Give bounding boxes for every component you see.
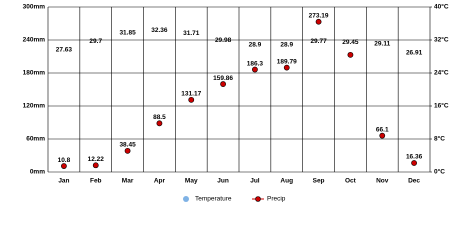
data-label: 38.45 (119, 142, 136, 149)
y2-tick-label: 32°C (434, 36, 449, 44)
legend-marker (183, 196, 189, 202)
x-tick-label: Feb (90, 178, 102, 185)
precip-point (156, 120, 163, 127)
data-label: 29.77 (310, 38, 327, 45)
x-tick-label: Jan (58, 178, 69, 185)
data-label: 189.79 (277, 58, 297, 65)
data-label: 27.63 (56, 47, 73, 54)
y-tick-label: 300mm (23, 4, 46, 11)
precip-point (379, 132, 386, 139)
data-label: 66.1 (376, 126, 389, 133)
data-label: 31.71 (183, 30, 200, 37)
y2-tick-label: 24°C (434, 69, 449, 77)
legend-marker (255, 196, 261, 202)
temperature-point (94, 47, 98, 51)
data-label: 12.22 (88, 156, 105, 163)
precip-point (283, 64, 290, 71)
precip-point (92, 162, 99, 169)
x-tick-label: Dec (408, 178, 420, 185)
temperature-point (62, 56, 66, 60)
precip-point (220, 81, 226, 87)
precip-point (315, 18, 322, 25)
data-label: 186.3 (247, 60, 264, 67)
y-tick-label: 60mm (26, 136, 45, 143)
data-label: 159.86 (213, 75, 233, 82)
temperature-point (157, 37, 161, 41)
x-tick-label: Sep (313, 178, 325, 185)
y-tick-label: 120mm (23, 103, 46, 110)
legend-label: Precip (267, 196, 286, 203)
x-tick-label: Jul (250, 178, 260, 185)
precip-point (252, 66, 258, 73)
data-label: 29.45 (342, 39, 359, 46)
temperature-point (317, 47, 321, 51)
temperature-point (221, 46, 225, 50)
page: {"chart_data":{"type":"line", "categorie… (22, 2, 449, 203)
legend-label: Temperature (195, 196, 232, 203)
x-tick-label: Aug (280, 178, 293, 185)
data-label: 31.85 (119, 29, 136, 36)
data-label: 29.7 (89, 38, 102, 45)
temperature-point (380, 50, 384, 54)
data-label: 28.9 (280, 42, 293, 49)
temperature-point (126, 39, 130, 43)
data-label: 131.17 (181, 91, 201, 98)
x-tick-label: Mar (122, 178, 134, 185)
y-tick-label: 240mm (23, 37, 46, 44)
temperature-point (189, 39, 193, 43)
temperature-point (412, 59, 416, 63)
data-label: 10.8 (58, 157, 71, 164)
data-label: 273.19 (309, 12, 329, 19)
data-label: 26.91 (406, 50, 423, 57)
precip-point (61, 163, 67, 169)
x-tick-label: Apr (154, 178, 166, 185)
y2-tick-label: 8°C (434, 135, 445, 143)
temperature-point (253, 51, 257, 55)
x-tick-label: Oct (345, 178, 357, 185)
data-label: 88.5 (153, 114, 166, 121)
y2-tick-label: 16°C (434, 102, 449, 110)
precip-point (188, 96, 195, 103)
x-tick-label: Nov (376, 178, 389, 185)
data-label: 16.36 (406, 154, 423, 161)
chart: 0mm 60mm 120mm 180mm 240mm 300mm 0°C 8°C 16°C 24°… (23, 3, 449, 203)
y-tick-label: 180mm (23, 70, 46, 77)
x-tick-label: May (185, 178, 198, 185)
data-label: 28.9 (249, 42, 262, 49)
data-label: 32.36 (151, 27, 168, 34)
precip-point (347, 51, 354, 58)
y2-tick-label: 0°C (434, 168, 445, 176)
y2-tick-label: 40°C (434, 3, 449, 11)
temperature-point (285, 51, 289, 55)
precip-point (124, 147, 131, 154)
x-tick-label: Jun (217, 178, 229, 185)
y-tick-label: 0mm (30, 169, 45, 176)
temperature-point (348, 49, 352, 53)
precip-point (411, 160, 417, 166)
data-label: 29.98 (215, 37, 232, 44)
data-label: 29.11 (374, 41, 390, 48)
